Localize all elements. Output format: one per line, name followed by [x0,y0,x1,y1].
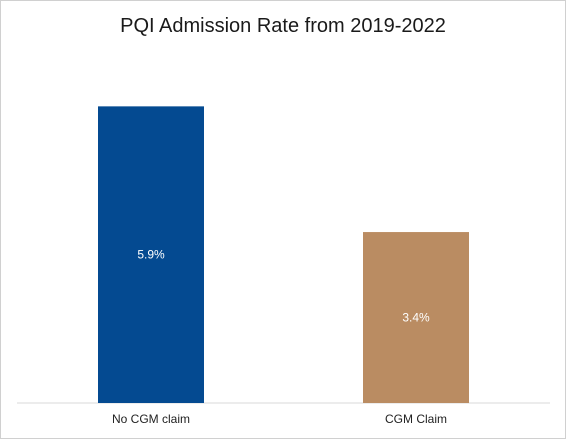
data-label-1: 5.9% [137,248,165,262]
x-tick-label-2: CGM Claim [385,412,447,426]
chart-title: PQI Admission Rate from 2019-2022 [120,15,446,37]
x-tick-label-1: No CGM claim [112,412,190,426]
bar-1 [98,106,204,403]
bar-2 [363,232,469,403]
data-label-2: 3.4% [402,311,430,325]
